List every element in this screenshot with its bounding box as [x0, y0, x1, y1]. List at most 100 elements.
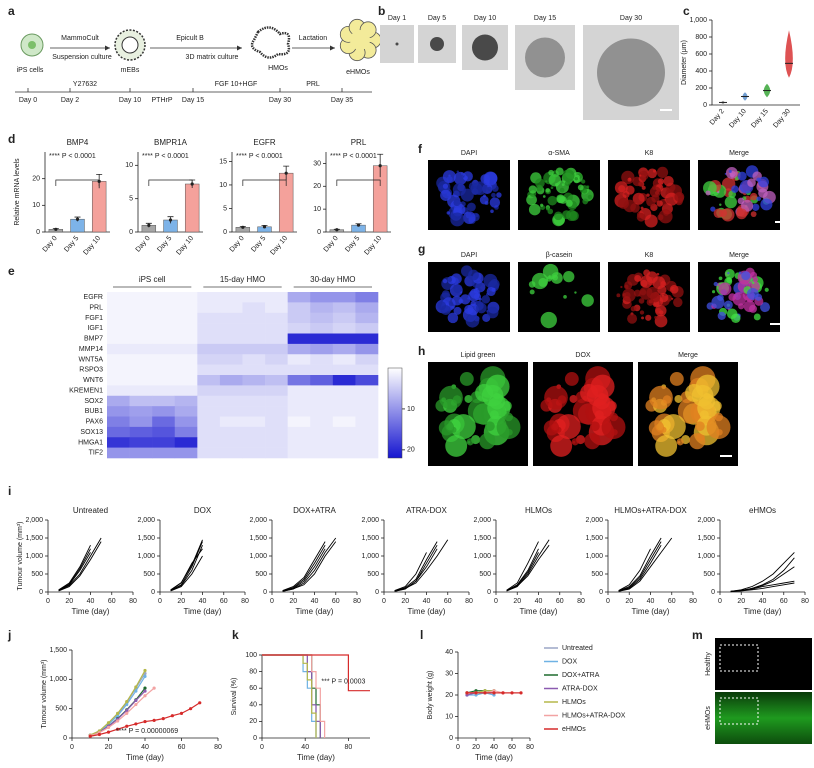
x-tick-label: 0 — [382, 598, 386, 605]
row-label: WNT5A — [79, 356, 104, 363]
heatmap-cell — [219, 406, 243, 417]
legend-label: DOX — [562, 658, 578, 665]
point — [262, 225, 267, 229]
point — [54, 227, 58, 231]
image-label: Day 10 — [474, 15, 496, 22]
micrograph-blob — [731, 185, 739, 193]
image-label: Day 15 — [534, 15, 556, 22]
image-label: K8 — [645, 252, 654, 259]
y-tick-label: 1,000 — [361, 553, 379, 560]
heatmap-cell — [107, 354, 130, 365]
x-tick-label: 0 — [494, 598, 498, 605]
x-tick-label: Day 10 — [82, 235, 102, 257]
heatmap-cell — [219, 354, 243, 365]
micrograph-blob — [486, 310, 489, 313]
row-label: KREMEN1 — [69, 387, 103, 394]
image-label: Day 5 — [428, 15, 446, 22]
panel-label: g — [418, 242, 425, 256]
row-label: TIF2 — [89, 450, 103, 457]
x-tick-label: 0 — [606, 598, 610, 605]
micrograph-blob — [741, 271, 751, 281]
heatmap-cell — [287, 323, 311, 334]
row-label: HMGA1 — [78, 439, 103, 446]
micrograph-blob — [485, 374, 510, 399]
x-tick-label: 80 — [465, 598, 473, 605]
micrograph-blob — [447, 277, 453, 283]
micrograph-blob — [438, 420, 455, 436]
heatmap-cell — [129, 437, 153, 448]
micrograph-blob — [751, 281, 755, 284]
chart-title: Untreated — [73, 506, 108, 515]
image-label: Day 1 — [388, 15, 406, 22]
y-tick-label: 500 — [55, 706, 67, 713]
chart-title: DOX — [194, 506, 212, 515]
series-line — [618, 537, 662, 592]
series-line — [506, 552, 539, 591]
micrograph-blob — [598, 392, 606, 400]
heatmap-cell — [355, 406, 379, 417]
micrograph-blob — [442, 278, 448, 284]
y-tick-label: 1,500 — [249, 535, 267, 542]
micrograph-blob — [574, 176, 579, 181]
heatmap-cell — [242, 333, 266, 345]
y-axis-label: Tumour volume (mm³) — [17, 522, 24, 591]
y-tick-label: 500 — [591, 571, 603, 578]
y-tick-label: 20 — [313, 183, 321, 190]
micrograph-blob — [738, 271, 742, 275]
micrograph-blob — [713, 281, 718, 287]
micrograph-blob — [673, 297, 683, 308]
heatmap-cell — [219, 292, 243, 303]
micrograph-blob — [528, 281, 536, 288]
y-tick-label: 10 — [125, 162, 133, 169]
series-line — [170, 555, 203, 592]
heatmap-cell — [152, 437, 176, 448]
micrograph — [715, 692, 812, 744]
colorbar-tick-label: 20 — [407, 447, 415, 454]
x-tick-label: 80 — [577, 598, 585, 605]
day-label: Day 10 — [119, 97, 141, 104]
y-tick-label: 2,000 — [473, 517, 491, 524]
heatmap-cell — [355, 437, 379, 448]
micrograph-blob — [467, 440, 471, 444]
series-line — [58, 541, 102, 592]
y-tick-label: 1,000 — [49, 676, 67, 683]
y-tick-label: 0 — [375, 589, 379, 596]
y-tick-label: 0 — [317, 229, 321, 236]
heatmap-cell — [355, 364, 379, 376]
heatmap-cell — [107, 395, 130, 407]
micrograph-blob — [622, 288, 636, 302]
row-label: PRL — [89, 304, 103, 311]
heatmap-cell — [197, 302, 221, 314]
heatmap-cell — [332, 395, 356, 407]
heatmap-cell — [107, 302, 130, 314]
micrograph-blob — [535, 178, 545, 188]
image-label: DAPI — [461, 252, 477, 259]
x-tick-label: 40 — [311, 598, 319, 605]
organoid — [472, 34, 498, 61]
heatmap-cell — [174, 395, 198, 407]
y-tick-label: 1,500 — [585, 535, 603, 542]
heatmap-cell — [129, 312, 153, 324]
micrograph-blob — [689, 433, 706, 450]
micrograph-blob — [491, 192, 496, 198]
heatmap-cell — [332, 302, 356, 314]
x-tick-label: Day 10 — [363, 235, 383, 257]
y-tick-label: 10 — [219, 182, 227, 189]
micrograph-blob — [714, 412, 724, 422]
micrograph-blob — [646, 286, 659, 299]
micrograph-blob — [728, 169, 732, 174]
x-tick-label: 0 — [270, 598, 274, 605]
micrograph-blob — [565, 199, 573, 207]
micrograph-blob — [674, 191, 685, 202]
chart-title: DOX+ATRA — [293, 506, 336, 515]
heatmap-cell — [197, 323, 221, 334]
series-line — [394, 552, 427, 591]
series-line — [58, 548, 91, 591]
series-line — [506, 539, 550, 592]
micrograph-blob — [677, 440, 681, 444]
heatmap-cell — [152, 426, 176, 438]
point — [284, 171, 288, 175]
heatmap-cell — [174, 312, 198, 324]
micrograph-blob — [637, 181, 643, 187]
micrograph-blob — [662, 395, 672, 404]
